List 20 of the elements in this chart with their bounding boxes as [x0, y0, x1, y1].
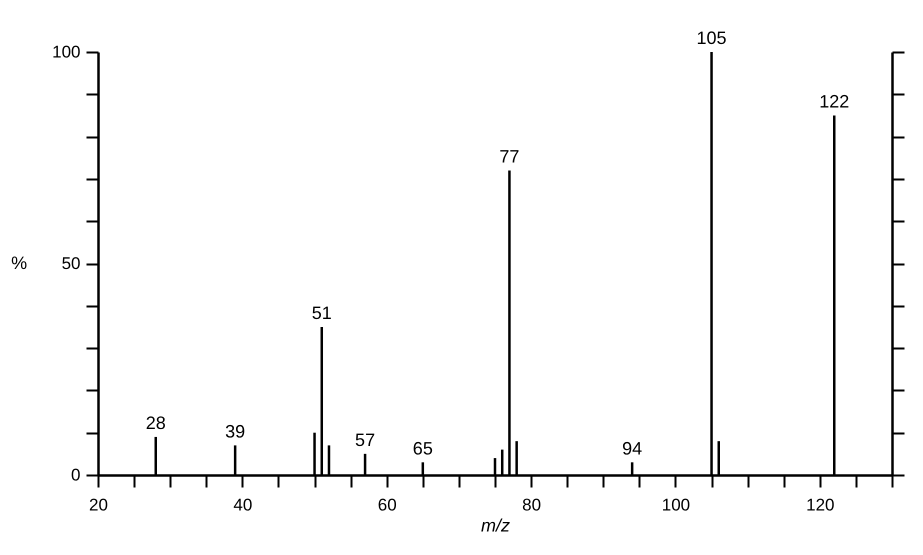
- annotation: 77: [499, 146, 520, 166]
- x-tick-label: 60: [378, 496, 397, 514]
- annotation: 65: [412, 438, 433, 458]
- y-tick-label: 100: [52, 42, 80, 62]
- annotation: 57: [355, 430, 376, 450]
- y-tick-label: 50: [62, 254, 80, 273]
- x-tick-label: 40: [233, 496, 252, 514]
- annotation: 94: [622, 438, 642, 458]
- annotation: 39: [225, 421, 246, 442]
- annotation: 51: [312, 302, 332, 323]
- annotation: 122: [819, 91, 850, 112]
- x-tick-label: 100: [662, 496, 690, 514]
- x-tick-label: 20: [89, 496, 108, 514]
- annotation: 28: [146, 412, 166, 433]
- x-tick-label: 80: [522, 496, 542, 514]
- y-axis-title: %: [11, 253, 28, 273]
- x-tick-label: 120: [806, 496, 835, 514]
- y-tick-label: 0: [71, 466, 80, 484]
- x-axis-title: m/z: [481, 516, 510, 536]
- annotation: 105: [696, 28, 727, 48]
